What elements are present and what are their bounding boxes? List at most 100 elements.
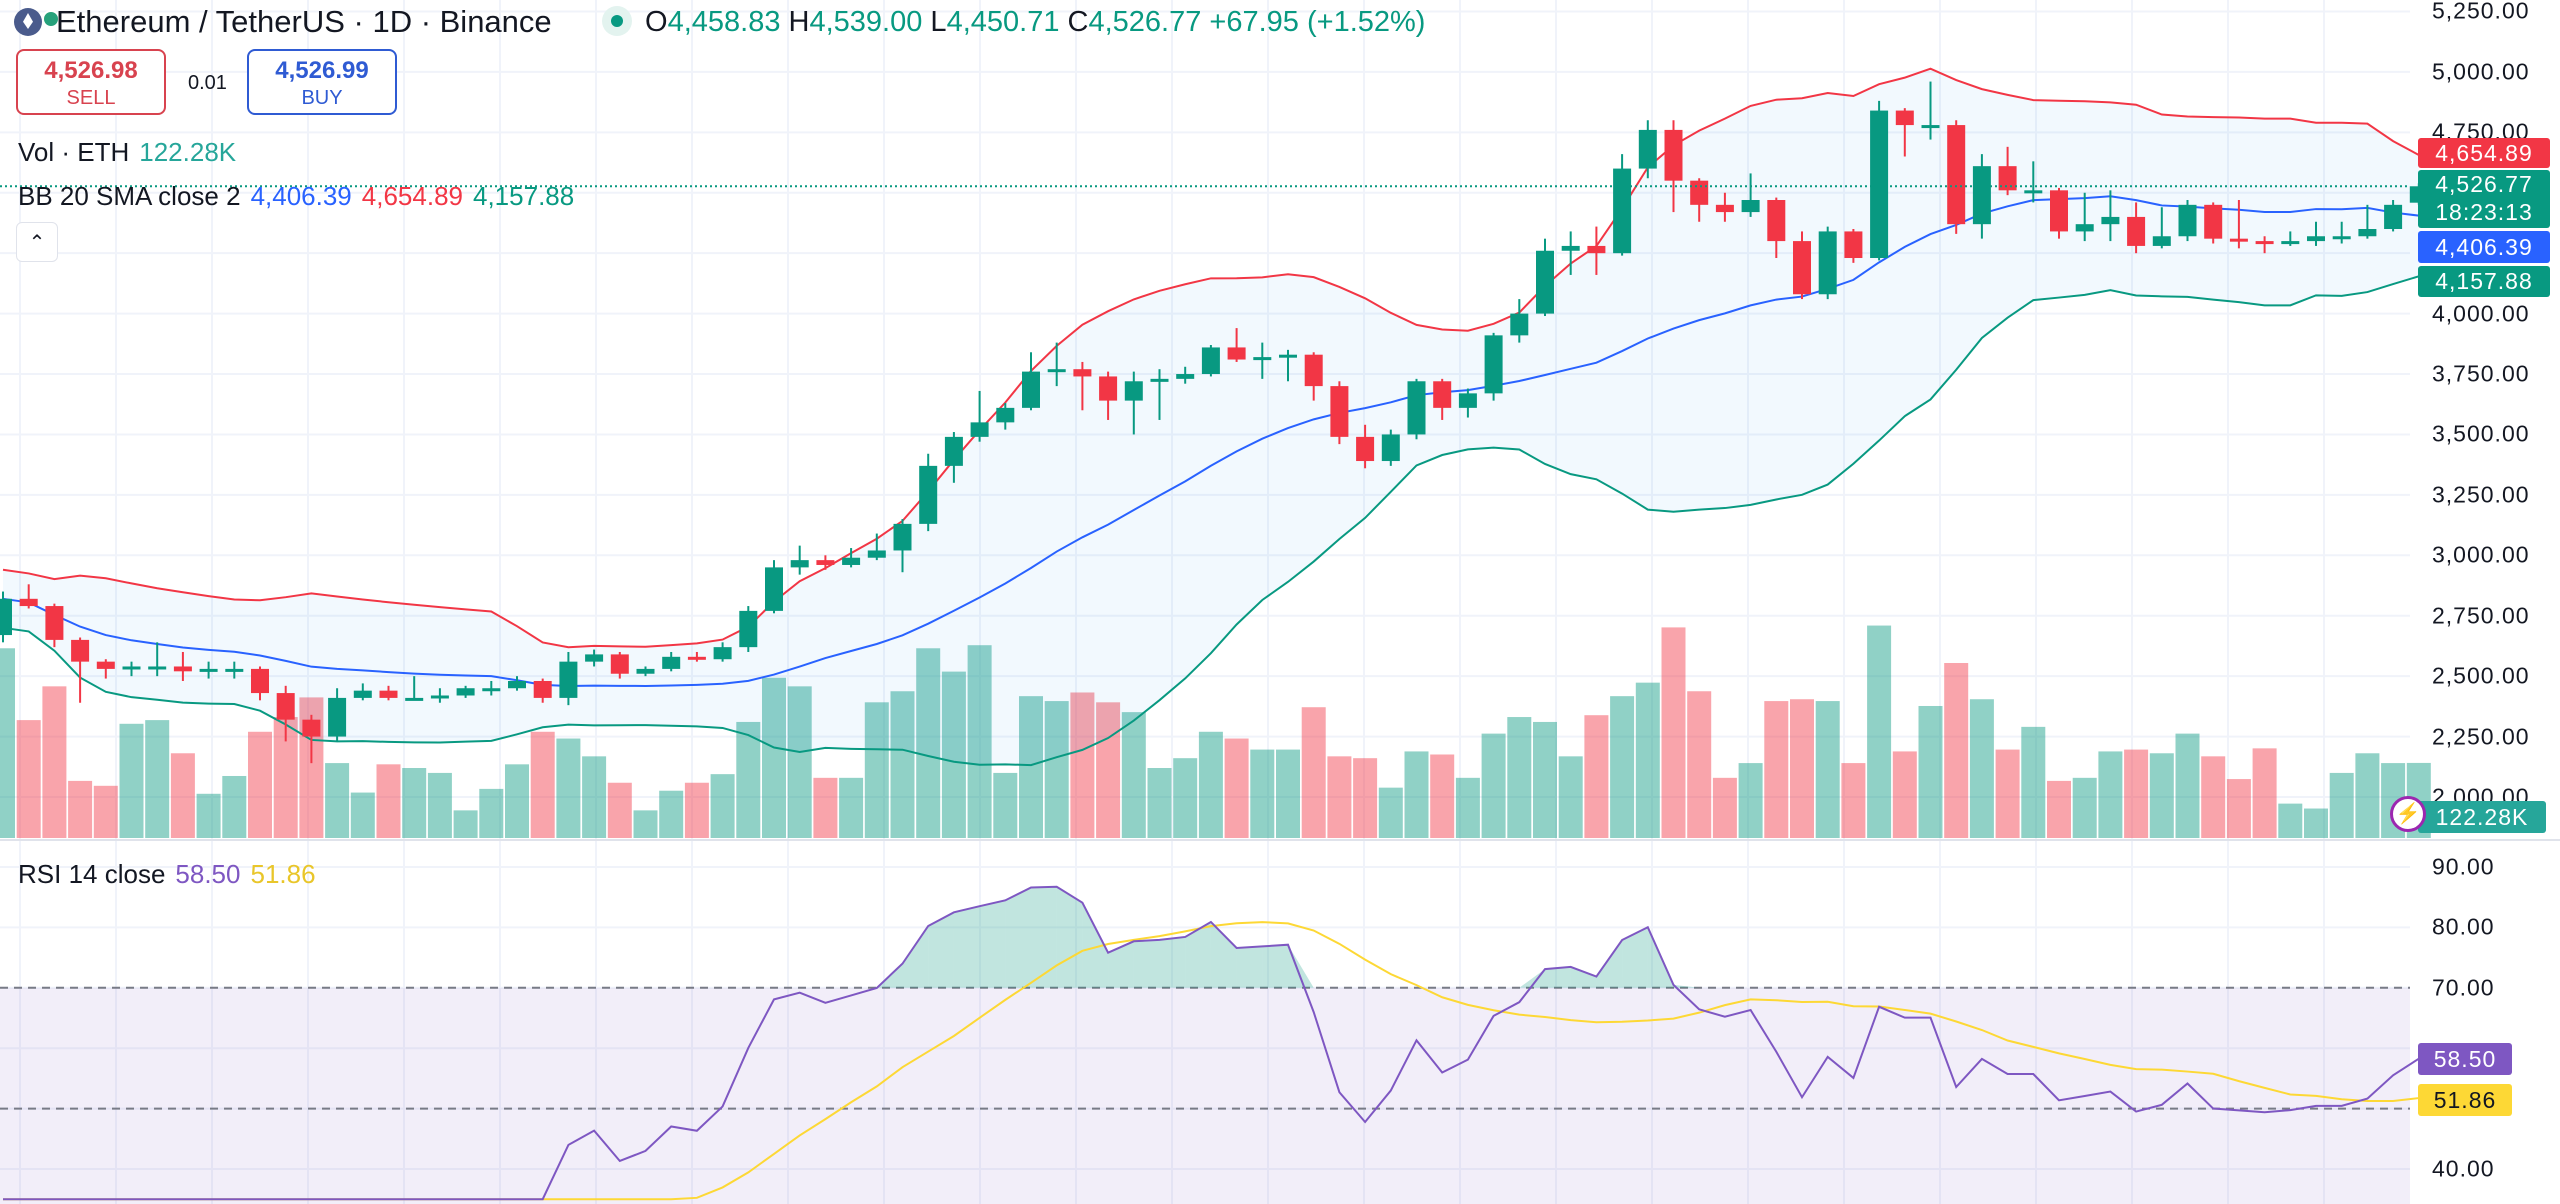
bb-basis-value: 4,406.39 [250,181,352,211]
lightning-icon[interactable]: ⚡ [2390,796,2426,832]
rsi-overbought-fill [928,912,954,988]
rsi-overbought-fill [979,900,1006,988]
volume-bar [1096,702,1121,838]
price-axis-label: 2,750.00 [2432,602,2530,629]
candle-body [2101,216,2120,225]
volume-bar [1019,696,1043,838]
candle-body [1356,436,1375,462]
volume-bar [16,720,41,838]
rsi-overbought-fill [1570,966,1597,988]
low-value: 4,450.71 [946,6,1060,38]
candle-body [1124,381,1143,401]
volume-bar [479,788,504,838]
candle-body [225,668,244,672]
rsi-legend[interactable]: RSI 14 close 58.50 51.86 [18,858,326,890]
volume-bar [1995,749,2020,838]
bb-upper-value: 4,654.89 [361,181,463,211]
candle-body [251,668,269,694]
volume-bar [1044,701,1069,838]
buy-button[interactable]: 4,526.99 BUY [247,49,397,115]
volume-bar [1327,756,1352,838]
candle-body [1664,129,1683,181]
candle-body [970,422,989,437]
candle-body [2178,204,2197,237]
price-axis-label: 5,000.00 [2432,58,2530,85]
candle-body [1047,369,1066,373]
candle-body [1972,166,1991,225]
rsi-overbought-fill [1031,886,1057,988]
rsi-value: 58.50 [175,859,241,889]
volume-bar [1481,733,1506,838]
volume-bar [2201,756,2226,838]
price-axis-label: 3,000.00 [2432,541,2530,568]
candle-body [893,523,912,551]
bb-basis-tag: 4,406.39 [2418,231,2550,263]
open-label: O [645,6,668,38]
candle-body [1304,354,1323,387]
volume-bar [736,721,761,838]
volume-bar [1404,751,1429,838]
candle-body [508,680,526,689]
candle-body [1870,110,1889,259]
candle-body [2332,236,2351,240]
candle-body [1818,231,1837,295]
rsi-legend-name: RSI 14 close [18,859,166,889]
candle-body [1176,374,1195,379]
rsi-overbought-fill [1159,936,1186,988]
volume-bar [1738,763,1763,838]
volume-legend[interactable]: Vol · ETH 122.28K [18,136,246,168]
candle-body [790,560,809,568]
candle-body [1921,125,1940,129]
open-value: 4,458.83 [667,6,781,38]
symbol-title[interactable]: Ethereum / TetherUS · 1D · Binance [56,4,552,39]
candle-body [816,560,835,565]
volume-bar [119,723,144,838]
volume-bar [196,793,221,838]
change-value: +67.95 (+1.52%) [1209,6,1426,38]
candle-body [687,656,706,660]
rsi-overbought-fill [1056,886,1083,988]
bb-legend[interactable]: BB 20 SMA close 2 4,406.39 4,654.89 4,157.8… [18,180,584,212]
market-open-status-icon [602,6,632,36]
collapse-legend-button[interactable]: ⌃ [16,222,58,262]
price-axis-label: 3,250.00 [2432,481,2530,508]
volume-bar [2149,753,2174,838]
candle-body [1561,245,1580,251]
volume-bar [2355,753,2380,838]
volume-bar [1661,627,1686,838]
volume-bar [350,792,375,838]
volume-bar [1378,787,1403,838]
candle-body [379,690,398,698]
close-label: C [1067,6,1089,38]
candle-body [739,610,758,648]
bb-fill [3,68,2419,766]
candle-body [610,654,629,674]
volume-bar [1790,699,1814,838]
candle-body [1099,376,1118,401]
candle-body [559,661,578,698]
candle-body [2075,224,2094,232]
candle-body [585,654,604,662]
candle-body [1793,241,1811,295]
volume-bar [607,782,632,838]
volume-bar [170,753,195,838]
ethereum-logo-icon [14,8,60,36]
rsi-overbought-fill [1236,946,1263,988]
candle-body [173,666,192,672]
bar-countdown: 18:23:13 [2435,199,2533,225]
candle-body [45,606,64,640]
volume-bar [1430,754,1455,838]
candle-body [482,688,501,692]
sell-button[interactable]: 4,526.98 SELL [16,49,166,115]
candle-body [2358,229,2377,237]
volume-bar [376,764,401,838]
volume-bar [2226,779,2251,838]
rsi-overbought-fill [1673,984,1700,988]
volume-bar [813,777,838,838]
volume-bar [2021,726,2046,838]
rsi-axis-label: 40.00 [2432,1155,2495,1182]
candle-body [2127,216,2146,246]
high-label: H [788,6,810,38]
candle-body [1895,110,1914,126]
